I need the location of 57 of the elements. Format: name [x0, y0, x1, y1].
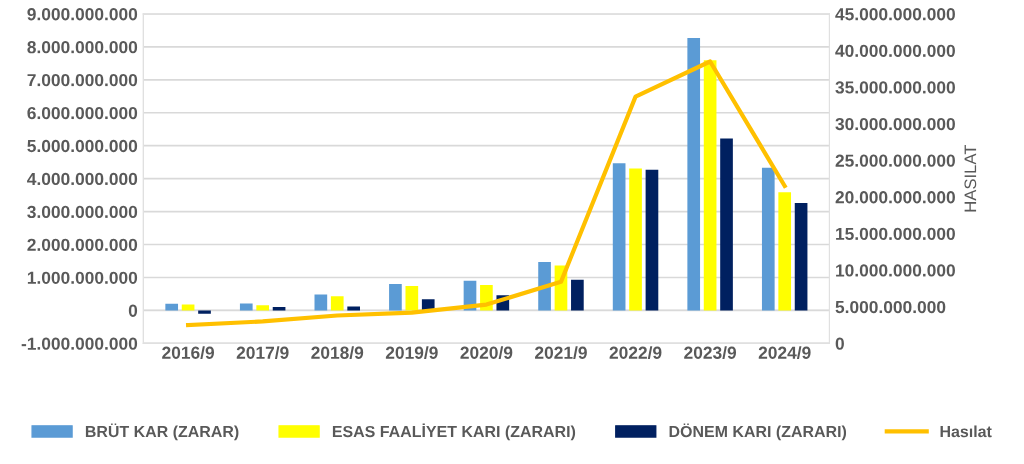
bar [761, 167, 775, 311]
bar [571, 279, 584, 311]
bar [687, 37, 701, 311]
y-tick-label: 0 [128, 304, 138, 317]
x-tick-label: 2023/9 [684, 346, 737, 360]
y-tick-label: -1.000.000.000 [21, 337, 138, 350]
y2-tick-label: 15.000.000.000 [836, 227, 955, 241]
y2-tick-label: 30.000.000.000 [835, 117, 955, 131]
y2-axis-title: HASILAT [964, 144, 977, 212]
y-tick-label: 6.000.000.000 [27, 106, 138, 120]
bar [538, 261, 551, 311]
legend-label: BRÜT KAR (ZARAR) [85, 423, 239, 441]
legend-label: Hasılat [940, 425, 992, 438]
legend-label: ESAS FAALİYET KARI (ZARARI) [332, 423, 576, 441]
x-tick-label: 2020/9 [460, 346, 513, 360]
bar [330, 296, 344, 311]
bar [256, 305, 270, 311]
x-tick-label: 2016/9 [162, 346, 215, 360]
bar [198, 310, 211, 314]
bar [794, 203, 808, 311]
y2-tick-label: 0 [835, 337, 844, 350]
x-tick-label: 2017/9 [236, 346, 289, 360]
y-tick-label: 9.000.000.000 [27, 8, 138, 21]
bar [314, 294, 328, 311]
bar [778, 192, 792, 311]
bar [239, 303, 253, 311]
x-tick-label: 2021/9 [535, 346, 587, 360]
bar [612, 163, 626, 311]
bar [645, 169, 659, 311]
line-series [186, 59, 787, 328]
y2-tick-label: 10.000.000.000 [836, 264, 955, 277]
y2-tick-label: 40.000.000.000 [835, 44, 955, 57]
y2-tick-label: 5.000.000.000 [835, 300, 946, 314]
x-tick-label: 2024/9 [758, 346, 811, 360]
y-tick-label: 2.000.000.000 [27, 238, 138, 251]
legend-label: DÖNEM KARI (ZARARI) [669, 423, 847, 441]
y2-tick-label: 45.000.000.000 [835, 8, 955, 21]
y2-tick-label: 25.000.000.000 [835, 154, 955, 167]
bar [389, 284, 402, 311]
y2-tick-label: 35.000.000.000 [835, 81, 955, 94]
x-tick-label: 2018/9 [311, 346, 364, 360]
x-tick-label: 2022/9 [609, 346, 662, 360]
y-tick-label: 4.000.000.000 [27, 172, 138, 186]
bar [165, 303, 179, 311]
y-tick-label: 7.000.000.000 [27, 73, 138, 87]
bar [181, 304, 195, 311]
y-tick-label: 3.000.000.000 [27, 205, 138, 219]
bar [347, 306, 360, 311]
y-tick-label: 5.000.000.000 [27, 139, 138, 153]
bar [629, 168, 642, 311]
x-tick-label: 2019/9 [385, 346, 438, 360]
bar [720, 138, 733, 311]
y2-tick-label: 20.000.000.000 [835, 191, 955, 204]
y-tick-label: 1.000.000.000 [27, 271, 138, 284]
bar [703, 60, 717, 311]
y-tick-label: 8.000.000.000 [27, 41, 138, 54]
bar [405, 286, 419, 311]
